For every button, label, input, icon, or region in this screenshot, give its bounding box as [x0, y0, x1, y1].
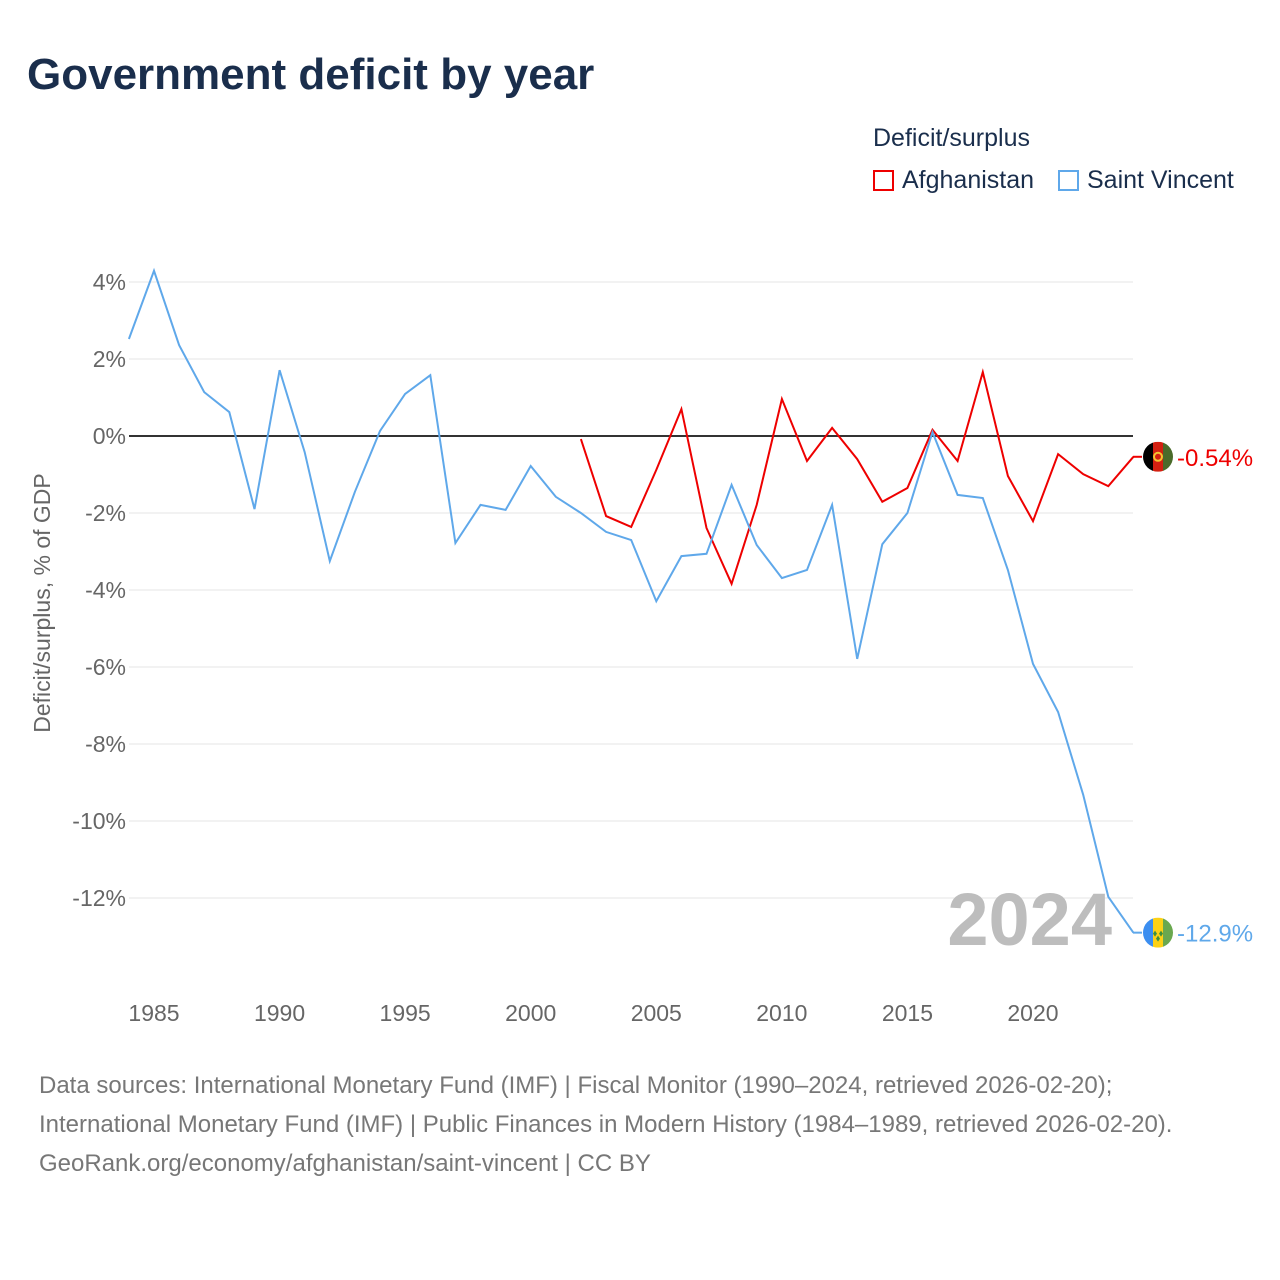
y-tick-label: -12% [72, 885, 126, 911]
legend-item-saint-vincent[interactable]: Saint Vincent [1058, 166, 1234, 195]
flag-stripe [1153, 917, 1163, 948]
legend-swatch [873, 170, 894, 191]
x-tick-label: 1990 [254, 1000, 305, 1026]
legend-label: Afghanistan [902, 166, 1035, 194]
flag-stripe [1153, 441, 1163, 472]
series-line-saint-vincent [127, 267, 1135, 934]
flag-stripe [1163, 441, 1173, 472]
data-sources-text: Data sources: International Monetary Fun… [39, 1072, 1173, 1138]
flag-body [1143, 917, 1173, 948]
y-tick-label: -8% [85, 731, 126, 757]
flag-emblem [1153, 451, 1163, 462]
legend-title: Deficit/surplus [873, 124, 1030, 152]
series-line-afghanistan [579, 368, 1135, 587]
end-value-label: -0.54% [1177, 445, 1253, 472]
x-tick-label: 2020 [1007, 1000, 1058, 1026]
source-link[interactable]: GeoRank.org/economy/afghanistan/saint-vi… [39, 1150, 651, 1177]
chart-area: 4% 2% 0% -2% -4% -6% -8% -10% -12% 1985 1990 1995 20… [29, 267, 1253, 1026]
y-tick-label: -10% [72, 808, 126, 834]
x-tick-label: 2000 [505, 1000, 556, 1026]
legend-swatch [1058, 170, 1079, 191]
flag-icon [1143, 917, 1173, 948]
x-tick-label: 2015 [882, 1000, 933, 1026]
flag-icon [1143, 441, 1173, 472]
x-tick-label: 1995 [380, 1000, 431, 1026]
year-label: 2024 [947, 878, 1112, 961]
flag-body [1143, 441, 1173, 472]
legend-item-afghanistan[interactable]: Afghanistan [873, 166, 1034, 195]
end-value-label: -12.9% [1177, 921, 1253, 948]
flag-emblem [1153, 930, 1163, 942]
y-tick-label: -6% [85, 654, 126, 680]
x-tick-label: 1985 [128, 1000, 179, 1026]
sources: Data sources: International Monetary Fun… [39, 1066, 1239, 1183]
y-tick-label: 0% [93, 423, 126, 449]
flag-stripe [1143, 441, 1153, 472]
y-tick-label: 4% [93, 269, 126, 295]
y-tick-label: -4% [85, 577, 126, 603]
y-axis-label: Deficit/surplus, % of GDP [29, 473, 55, 732]
chart-title: Government deficit by year [27, 50, 595, 99]
y-tick-label: -2% [85, 500, 126, 526]
legend-label: Saint Vincent [1087, 166, 1234, 194]
x-tick-label: 2005 [631, 1000, 682, 1026]
flag-stripe [1163, 917, 1173, 948]
y-tick-label: 2% [93, 346, 126, 372]
x-tick-label: 2010 [756, 1000, 807, 1026]
flag-stripe [1143, 917, 1153, 948]
